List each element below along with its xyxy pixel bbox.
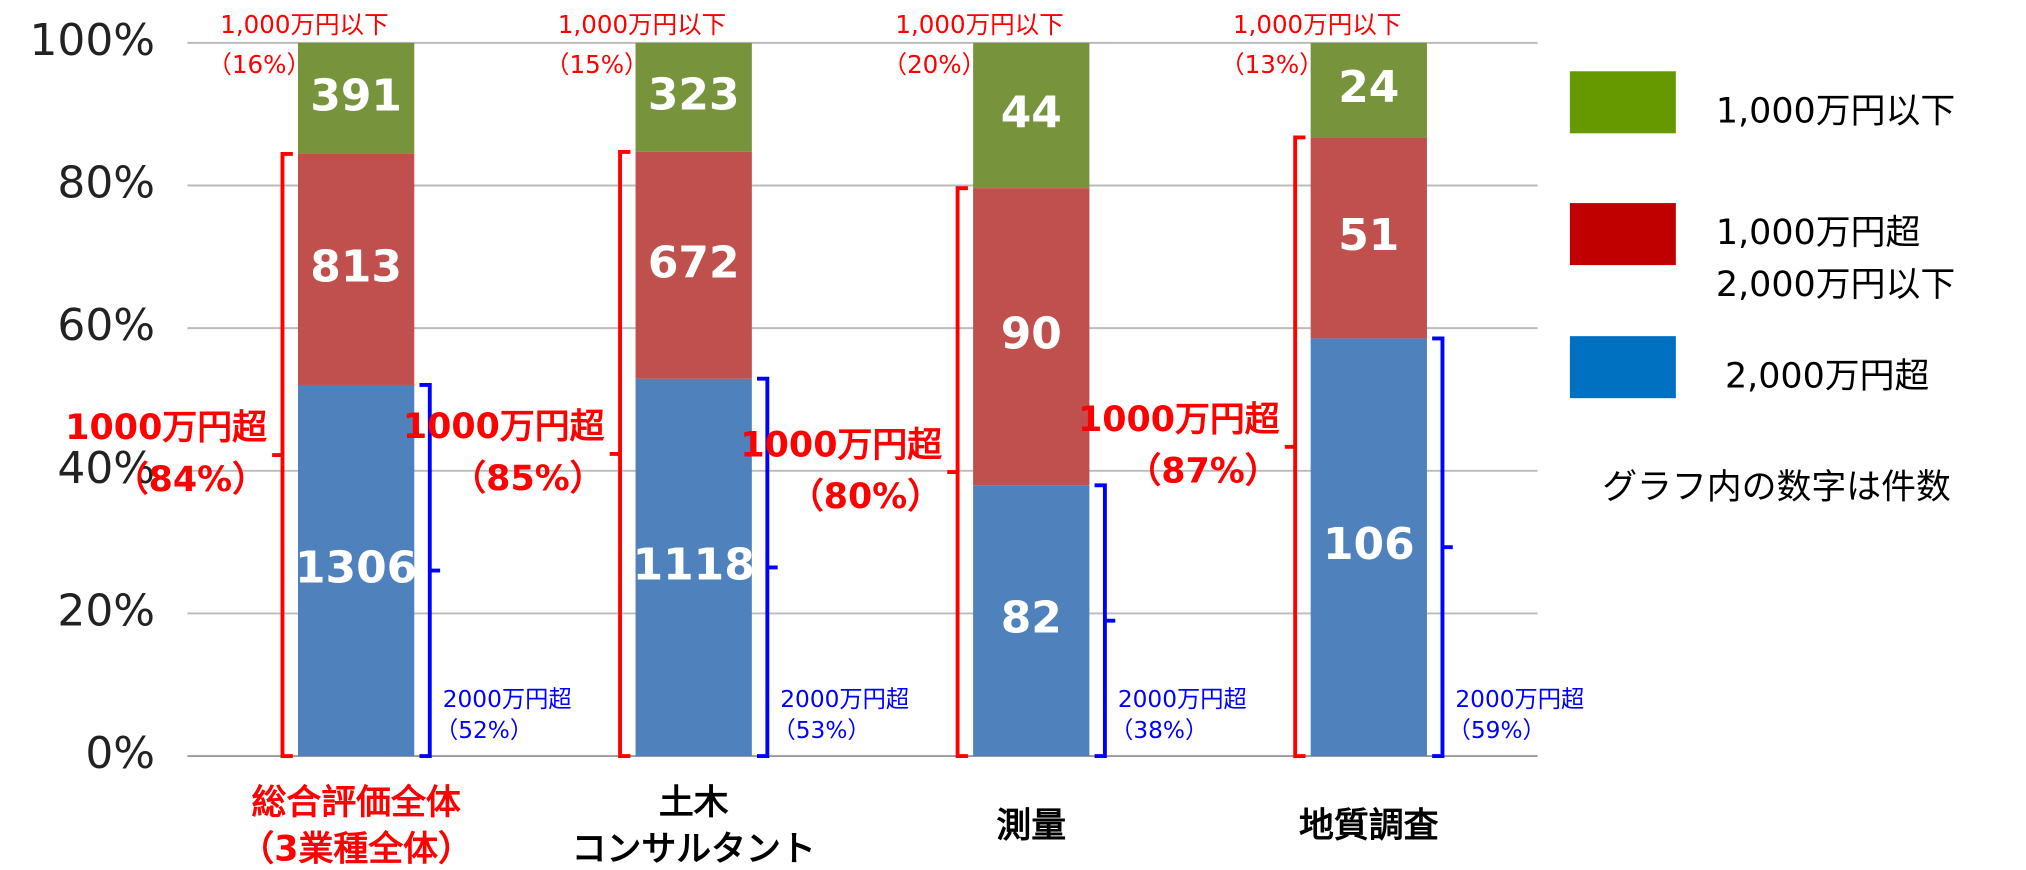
high-label: 2000万円超 xyxy=(1118,686,1247,713)
top-label: 1,000万円以下 xyxy=(895,10,1063,39)
top-pct: （20%） xyxy=(883,50,987,79)
high-label: 2000万円超 xyxy=(443,686,572,713)
over-label: 1000万円超 xyxy=(1078,400,1280,440)
legend-label: 1,000万円超 2,000万円以下 xyxy=(1716,213,1955,305)
high-pct: （52%） xyxy=(435,717,533,744)
y-tick-label: 100% xyxy=(29,15,155,66)
y-tick-label: 40% xyxy=(57,443,155,494)
high-label: 2000万円超 xyxy=(780,686,909,713)
over-pct: （87%） xyxy=(1126,452,1279,492)
blue-bracket xyxy=(1094,483,1116,759)
legend-swatch xyxy=(1569,71,1676,134)
data-label: 323 xyxy=(648,69,740,120)
data-label: 813 xyxy=(310,241,402,292)
blue-bracket xyxy=(757,376,778,759)
high-pct: （38%） xyxy=(1110,717,1208,744)
top-label: 1,000万円以下 xyxy=(220,10,388,39)
bar-segment xyxy=(635,378,752,757)
bar-segment xyxy=(297,384,415,757)
top-pct: （13%） xyxy=(1220,50,1324,79)
over-pct: （80%） xyxy=(789,477,942,517)
over-pct: （84%） xyxy=(114,460,267,500)
top-label: 1,000万円以下 xyxy=(1233,10,1401,39)
data-label: 24 xyxy=(1338,62,1399,113)
data-label: 44 xyxy=(1001,87,1062,138)
x-tick-label: 測量 xyxy=(996,806,1066,846)
bar-segment xyxy=(1310,42,1427,138)
high-label: 2000万円超 xyxy=(1455,686,1584,713)
x-tick-label: 土木コンサルタント xyxy=(572,783,816,870)
x-tick-label: 地質調査 xyxy=(1299,806,1439,846)
data-label: 1306 xyxy=(295,543,417,594)
data-label: 672 xyxy=(648,237,740,288)
bar-segment xyxy=(297,153,415,385)
data-label: 1118 xyxy=(633,539,755,590)
over-pct: （85%） xyxy=(451,459,604,499)
y-tick-label: 20% xyxy=(57,585,155,636)
blue-bracket xyxy=(419,383,441,759)
note: グラフ内の数字は件数 xyxy=(1602,468,1951,508)
data-label: 90 xyxy=(1001,309,1062,360)
bar-segment xyxy=(1310,338,1427,757)
over-label: 1000万円超 xyxy=(403,407,605,447)
bar-segment xyxy=(297,42,415,154)
legend-label: 2,000万円超 xyxy=(1725,357,1929,397)
top-pct: （16%） xyxy=(207,50,311,79)
red-bracket xyxy=(272,152,293,759)
legend-label: 1,000万円以下 xyxy=(1716,92,1955,132)
top-label: 1,000万円以下 xyxy=(558,10,726,39)
bar-segment xyxy=(973,42,1090,189)
high-pct: （59%） xyxy=(1448,717,1546,744)
data-label: 106 xyxy=(1323,519,1415,570)
red-bracket xyxy=(947,186,968,759)
top-pct: （15%） xyxy=(545,50,649,79)
x-tick-label: 総合評価全体（3業種全体） xyxy=(239,782,473,870)
over-label: 1000万円超 xyxy=(740,425,942,465)
bar-segment xyxy=(973,485,1090,757)
over-label: 1000万円超 xyxy=(65,408,267,448)
data-label: 51 xyxy=(1338,210,1399,261)
y-tick-label: 80% xyxy=(57,157,155,208)
red-bracket xyxy=(609,149,631,759)
y-tick-label: 60% xyxy=(57,300,155,351)
data-label: 391 xyxy=(310,70,402,121)
bar-segment xyxy=(635,42,752,152)
bar-segment xyxy=(973,188,1090,486)
legend-swatch xyxy=(1569,203,1676,266)
high-pct: （53%） xyxy=(773,717,871,744)
red-bracket xyxy=(1284,135,1306,759)
y-tick-label: 0% xyxy=(85,728,155,779)
data-label: 82 xyxy=(1001,593,1062,644)
bar-segment xyxy=(1310,137,1427,339)
blue-bracket xyxy=(1432,336,1453,759)
legend-swatch xyxy=(1569,336,1676,399)
bar-segment xyxy=(635,151,752,379)
